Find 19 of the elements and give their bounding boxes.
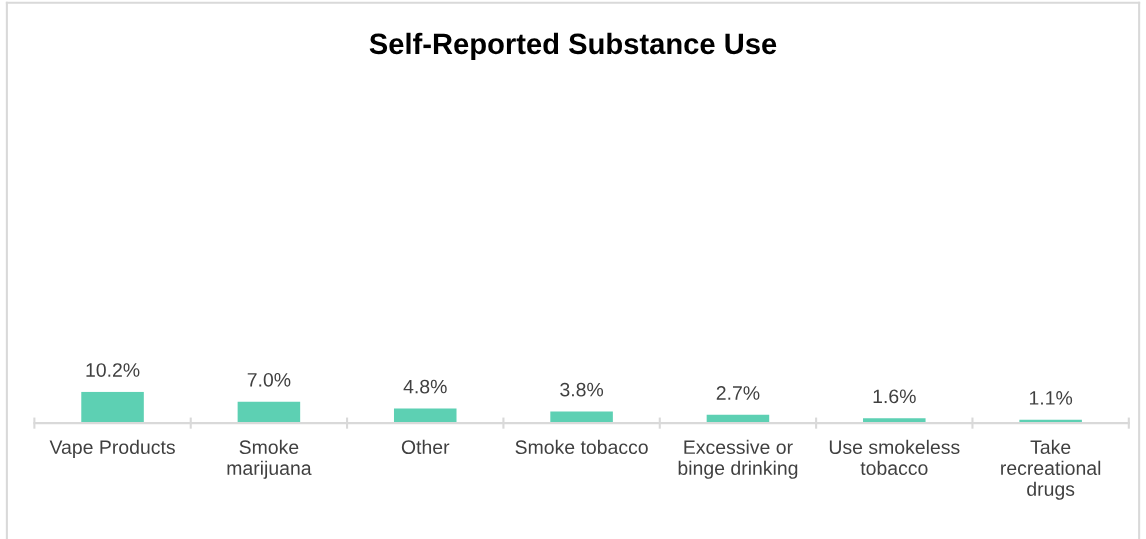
- bar: [237, 401, 301, 424]
- data-label: 1.6%: [873, 389, 916, 404]
- x-tick-label: Use smokeless tobacco: [829, 439, 960, 476]
- x-tick-label: Smoke tobacco: [515, 439, 648, 455]
- chart-title: Self-Reported Substance Use: [369, 32, 777, 60]
- x-tick-label: Other: [401, 439, 450, 455]
- data-label: 7.0%: [247, 372, 291, 387]
- data-label: 2.7%: [716, 386, 760, 400]
- bar: [393, 408, 457, 424]
- bar: [81, 391, 144, 424]
- bar: [550, 411, 613, 424]
- data-label: 1.1%: [1029, 391, 1073, 405]
- x-tick-label: Smoke marijuana: [227, 439, 312, 479]
- x-tick-label: Vape Products: [49, 439, 175, 458]
- data-label: 4.8%: [403, 379, 447, 394]
- data-label: 3.8%: [560, 382, 604, 397]
- data-label: 10.2%: [86, 363, 140, 377]
- x-tick-label: Take recreational drugs: [1001, 439, 1101, 500]
- x-tick-label: Excessive or binge drinking: [678, 439, 798, 479]
